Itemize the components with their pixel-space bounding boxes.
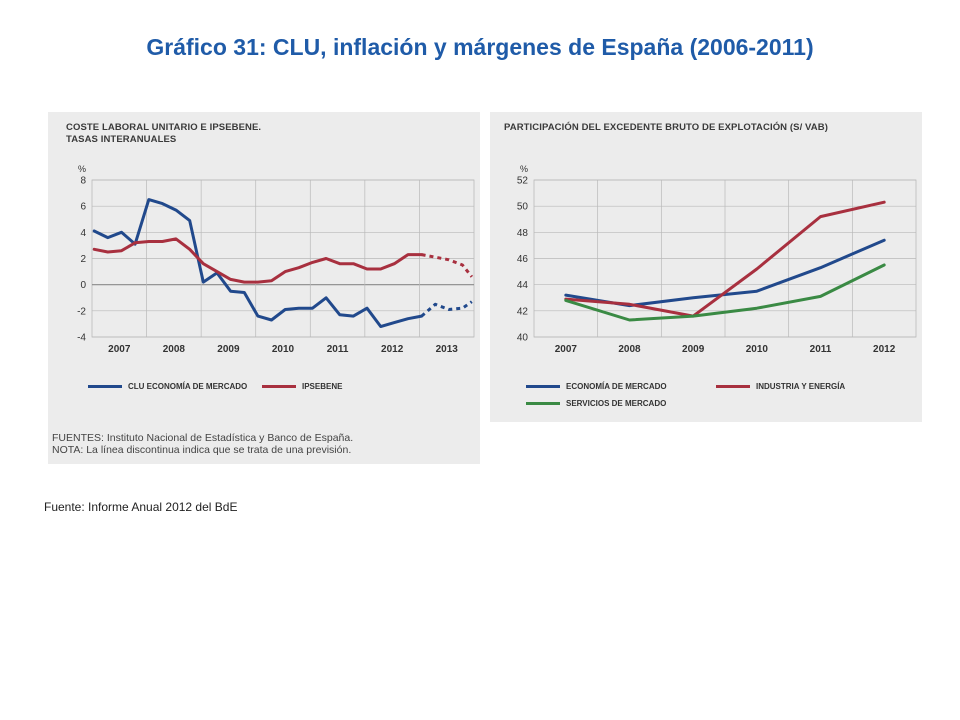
series-line-ipsebene	[92, 237, 424, 284]
series-line-clu-econom-a-de-mercado	[92, 198, 424, 328]
chart-panel-ebe: PARTICIPACIÓN DEL EXCEDENTE BRUTO DE EXP…	[490, 112, 922, 422]
legend-swatch-industria	[716, 385, 750, 388]
legend-swatch-ipsebene	[262, 385, 296, 388]
legend-swatch-clu	[88, 385, 122, 388]
legend-label-servicios: SERVICIOS DE MERCADO	[566, 399, 667, 408]
y-tick-label: 46	[517, 254, 529, 265]
x-tick-label: 2011	[327, 344, 349, 355]
y-axis-unit-label: %	[520, 164, 528, 174]
legend-swatch-economia	[526, 385, 560, 388]
legend-label-ipsebene: IPSEBENE	[302, 382, 343, 391]
x-tick-label: 2008	[618, 344, 641, 355]
legend-industria: INDUSTRIA Y ENERGÍA	[716, 382, 845, 391]
x-tick-label: 2012	[381, 344, 404, 355]
series-line-servicios-de-mercado	[564, 263, 886, 322]
x-tick-label: 2012	[873, 344, 896, 355]
legend-economia: ECONOMÍA DE MERCADO	[526, 382, 667, 391]
line-chart-clu: 8 6 4 2 0 -2 -4% 2007 2008 2009 2010 2011 2012 2013	[77, 164, 475, 355]
y-tick-label: 42	[517, 306, 529, 317]
y-tick-label: -2	[77, 306, 86, 317]
y-tick-label: 44	[517, 280, 529, 291]
x-tick-label: 2010	[272, 344, 295, 355]
y-tick-label: 0	[80, 280, 86, 291]
chart-panel-clu: COSTE LABORAL UNITARIO E IPSEBENE. TASAS…	[48, 112, 480, 464]
y-tick-label: -4	[77, 333, 86, 344]
notes-nota: NOTA: La línea discontinua indica que se…	[52, 444, 352, 456]
chart-title-line1: COSTE LABORAL UNITARIO E IPSEBENE.	[66, 122, 262, 133]
forecast-line-clu-econom-a-de-mercado	[420, 300, 473, 318]
legend-ipsebene: IPSEBENE	[262, 382, 342, 391]
y-tick-label: 8	[80, 176, 86, 187]
legend-swatch-servicios	[526, 402, 560, 405]
x-tick-label: 2007	[555, 344, 578, 355]
y-tick-label: 48	[517, 228, 529, 239]
chart-title-line2: TASAS INTERANUALES	[66, 134, 177, 145]
source-caption: Fuente: Informe Anual 2012 del BdE	[44, 500, 238, 514]
chart-title-line1: PARTICIPACIÓN DEL EXCEDENTE BRUTO DE EXP…	[504, 122, 828, 133]
x-tick-label: 2011	[810, 344, 832, 355]
y-tick-label: 52	[517, 176, 529, 187]
x-tick-label: 2010	[746, 344, 769, 355]
x-tick-label: 2008	[163, 344, 186, 355]
x-tick-label: 2013	[436, 344, 459, 355]
line-chart-ebe: 52 50 48 46 44 42 40% 2007 2008 2009 2010 2011 2012	[517, 164, 917, 355]
x-tick-label: 2009	[682, 344, 705, 355]
legend-label-economia: ECONOMÍA DE MERCADO	[566, 382, 667, 391]
slide-title: Gráfico 31: CLU, inflación y márgenes de…	[146, 34, 814, 60]
legend-label-clu: CLU ECONOMÍA DE MERCADO	[128, 382, 248, 391]
chart-title-clu: COSTE LABORAL UNITARIO E IPSEBENE. TASAS…	[66, 122, 261, 146]
notes-fuentes: FUENTES: Instituto Nacional de Estadísti…	[52, 432, 354, 444]
forecast-line-ipsebene	[421, 253, 473, 278]
y-tick-label: 6	[80, 202, 86, 213]
chart-notes: FUENTES: Instituto Nacional de Estadísti…	[52, 432, 353, 456]
y-tick-label: 40	[517, 333, 529, 344]
y-tick-label: 50	[517, 202, 529, 213]
series-line-industria-y-energ-a	[564, 200, 886, 318]
legend-clu: CLU ECONOMÍA DE MERCADO	[88, 382, 247, 391]
legend-label-industria: INDUSTRIA Y ENERGÍA	[756, 382, 846, 391]
y-tick-label: 4	[80, 228, 86, 239]
x-tick-label: 2009	[217, 344, 240, 355]
chart-title-ebe: PARTICIPACIÓN DEL EXCEDENTE BRUTO DE EXP…	[504, 122, 828, 134]
x-tick-label: 2007	[108, 344, 131, 355]
legend-servicios: SERVICIOS DE MERCADO	[526, 399, 666, 408]
y-axis-unit-label: %	[78, 164, 86, 174]
y-tick-label: 2	[80, 254, 86, 265]
